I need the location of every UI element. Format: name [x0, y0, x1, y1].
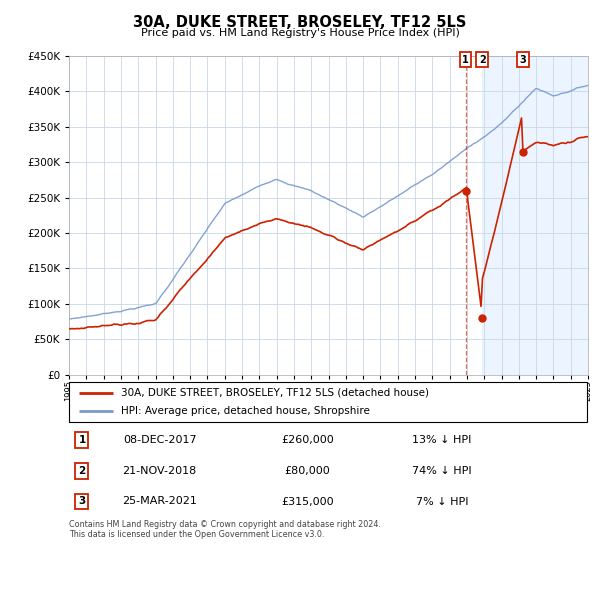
Bar: [482, 56, 588, 375]
Text: 3: 3: [520, 55, 526, 64]
Text: 30A, DUKE STREET, BROSELEY, TF12 5LS: 30A, DUKE STREET, BROSELEY, TF12 5LS: [133, 15, 467, 30]
Text: 08-DEC-2017: 08-DEC-2017: [123, 435, 196, 445]
Text: 30A, DUKE STREET, BROSELEY, TF12 5LS (detached house): 30A, DUKE STREET, BROSELEY, TF12 5LS (de…: [121, 388, 429, 398]
Text: £315,000: £315,000: [281, 497, 334, 506]
Text: 3: 3: [79, 497, 86, 506]
Text: £80,000: £80,000: [284, 466, 330, 476]
Text: 13% ↓ HPI: 13% ↓ HPI: [412, 435, 472, 445]
Text: £260,000: £260,000: [281, 435, 334, 445]
Text: Contains HM Land Registry data © Crown copyright and database right 2024.
This d: Contains HM Land Registry data © Crown c…: [69, 520, 381, 539]
Text: 25-MAR-2021: 25-MAR-2021: [122, 497, 197, 506]
Text: 2: 2: [479, 55, 485, 64]
Text: 74% ↓ HPI: 74% ↓ HPI: [412, 466, 472, 476]
Text: Price paid vs. HM Land Registry's House Price Index (HPI): Price paid vs. HM Land Registry's House …: [140, 28, 460, 38]
Text: 2: 2: [79, 466, 86, 476]
Text: HPI: Average price, detached house, Shropshire: HPI: Average price, detached house, Shro…: [121, 406, 370, 416]
Text: 1: 1: [462, 55, 469, 64]
FancyBboxPatch shape: [69, 382, 587, 422]
Text: 7% ↓ HPI: 7% ↓ HPI: [416, 497, 468, 506]
Text: 21-NOV-2018: 21-NOV-2018: [122, 466, 197, 476]
Text: 1: 1: [79, 435, 86, 445]
